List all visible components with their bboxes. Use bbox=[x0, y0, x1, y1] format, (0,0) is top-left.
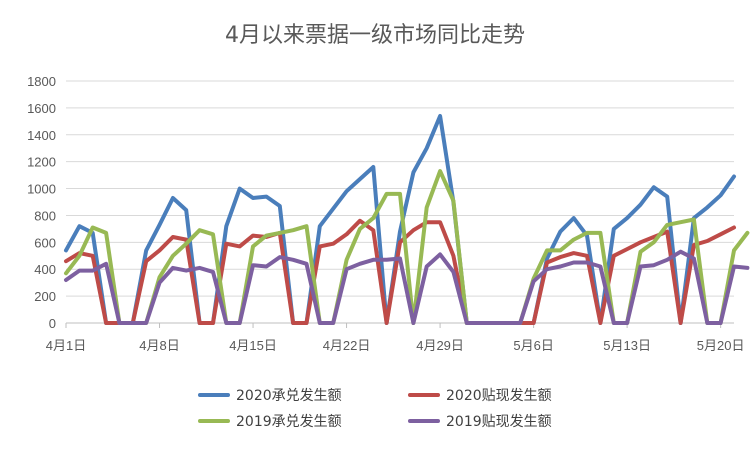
y-tick-label: 400 bbox=[34, 262, 56, 277]
y-tick-label: 1800 bbox=[27, 74, 56, 89]
y-tick-label: 1200 bbox=[27, 155, 56, 170]
y-tick-label: 600 bbox=[34, 235, 56, 250]
y-tick-label: 0 bbox=[49, 316, 56, 331]
chart-title: 4月以来票据一级市场同比走势 bbox=[225, 23, 525, 48]
y-tick-label: 1000 bbox=[27, 182, 56, 197]
x-tick-label: 4月15日 bbox=[229, 338, 277, 353]
x-tick-label: 5月20日 bbox=[697, 338, 745, 353]
legend-label: 2020承兑发生额 bbox=[236, 388, 342, 404]
x-tick-label: 4月8日 bbox=[139, 338, 179, 353]
legend: 2020承兑发生额 2020贴现发生额 2019承兑发生额 2019贴现发生额 bbox=[198, 388, 552, 430]
series-line-0 bbox=[64, 114, 736, 325]
series-line-1 bbox=[64, 218, 736, 325]
y-tick-label: 1600 bbox=[27, 101, 56, 116]
x-tick-label: 4月29日 bbox=[416, 338, 464, 353]
y-tick-label: 1400 bbox=[27, 128, 56, 143]
y-axis: 0 200 400 600 800 1000 1200 1400 1600 1800 bbox=[27, 74, 56, 331]
legend-label: 2019贴现发生额 bbox=[446, 414, 552, 430]
legend-label: 2019承兑发生额 bbox=[236, 414, 342, 430]
x-tick-label: 5月13日 bbox=[603, 338, 651, 353]
legend-label: 2020贴现发生额 bbox=[446, 388, 552, 404]
series-line-3 bbox=[64, 249, 750, 325]
x-axis: 4月1日 4月8日 4月15日 4月22日 4月29日 5月6日 5月13日 5月20日 bbox=[46, 322, 745, 353]
x-tick-label: 4月22日 bbox=[323, 338, 371, 353]
x-tick-label: 5月6日 bbox=[513, 338, 553, 353]
x-tick-label: 4月1日 bbox=[46, 338, 86, 353]
series-lines bbox=[64, 114, 750, 325]
y-tick-label: 200 bbox=[34, 289, 56, 304]
y-tick-label: 800 bbox=[34, 208, 56, 223]
